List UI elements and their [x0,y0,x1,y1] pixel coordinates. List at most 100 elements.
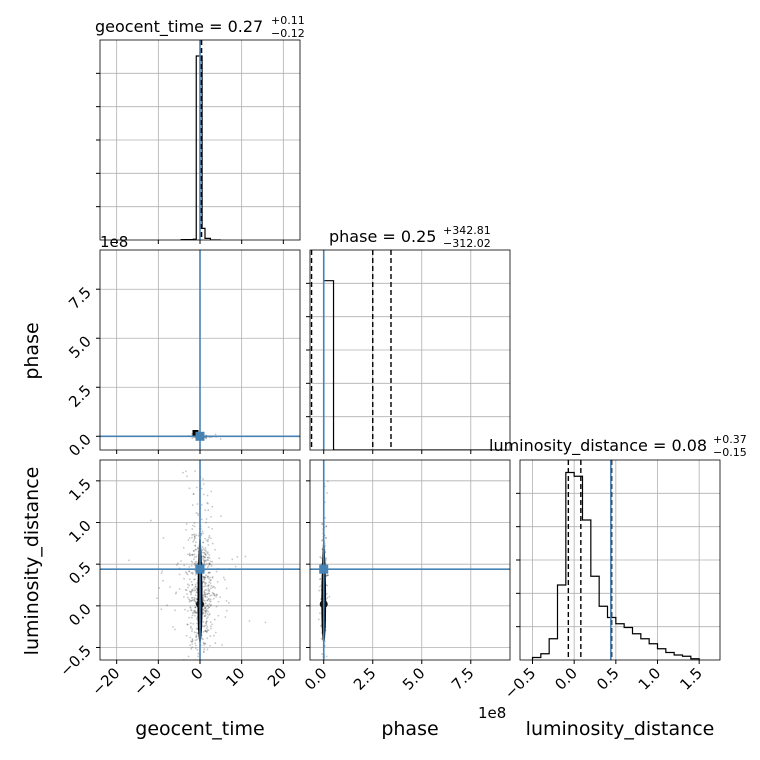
scatter-point [201,546,204,548]
x-axis-label-phase: phase [381,718,438,740]
scatter-point [197,547,199,550]
scatter-point [206,609,208,612]
scatter-point [186,583,189,586]
scatter-point [193,535,196,538]
scatter-point [195,534,198,537]
scatter-point [194,544,196,547]
scatter-point [193,535,196,537]
scatter-point [205,574,207,577]
y-tick-label: −0.5 [56,642,94,680]
scatter-point [175,564,178,566]
scatter-point [190,609,193,612]
scatter-point [191,589,193,592]
scatter-point [326,584,329,587]
scatter-point [194,541,197,544]
scatter-point [203,615,206,618]
scatter-point [202,558,205,561]
scatter-point [321,523,324,526]
scatter-point [322,688,324,690]
scatter-point [208,563,211,566]
scatter-point [191,614,194,617]
scatter-point [185,571,187,573]
scatter-point [205,665,207,667]
scatter-point [191,639,194,642]
scatter-point [208,590,211,593]
scatter-point [204,606,207,609]
scatter-point [194,594,197,597]
scatter-point [202,541,204,544]
scatter-point [214,663,216,665]
scatter-point [189,554,191,557]
scatter-point [188,578,191,581]
scatter-point [191,437,194,440]
title-phase: phase = 0.25 [329,227,436,246]
scatter-point [197,534,200,537]
scatter-point [211,576,214,578]
scatter-point [209,644,211,647]
scatter-point [202,551,205,554]
scatter-point [216,594,218,596]
scatter-point [204,585,207,588]
scatter-point [202,599,205,602]
scatter-point [182,471,184,474]
scatter-point [191,561,194,564]
panel-frame [309,459,511,661]
scatter-point [213,594,216,597]
scatter-point [190,572,193,574]
scatter-point [195,611,198,614]
scatter-point [205,562,208,565]
scatter-point [128,559,130,562]
scatter-point [193,553,196,556]
scatter-point [203,603,206,605]
scatter-point [206,625,209,628]
scatter-point [188,590,191,593]
scatter-point [195,597,198,600]
panel-phase-vs-luminosity_distance: 0.0 2.5 5.0 7.5 [301,459,511,694]
scatter-point [203,615,206,618]
scatter-point [204,591,207,594]
scatter-point [204,621,207,624]
scatter-point [208,693,210,695]
scatter-point [327,574,329,577]
scatter-point [208,554,211,556]
scatter-point [209,594,212,597]
scatter-point [328,595,331,598]
scatter-point [193,550,195,552]
scatter-point [207,559,210,562]
scatter-point [191,533,193,536]
scatter-point [196,503,199,505]
scatter-point [216,580,219,583]
scatter-point [209,600,212,603]
scatter-point [208,588,211,591]
scatter-point [222,576,225,579]
scatter-point [205,605,208,608]
scatter-point [323,668,325,670]
scatter-point [195,622,198,625]
scatter-point [186,475,188,478]
scatter-point [185,522,188,525]
scatter-point [206,585,209,587]
scatter-point [203,590,206,593]
scatter-point [202,581,205,584]
scatter-point [205,518,208,520]
scatter-point [321,539,323,542]
scatter-point [208,592,211,595]
scatter-point [218,557,221,560]
scatter-point [222,447,224,449]
scatter-point [204,596,207,598]
plot-layer: 0.0 2.5 5.0 7.5 −20 −10 0 10 20 −0.5 0.0 0.5 1.0 1.5 0… [56,39,721,703]
scatter-point [206,593,208,596]
scatter-point [194,610,196,613]
scatter-point [325,557,328,560]
scatter-point [325,525,328,528]
scatter-point [204,612,207,615]
scatter-point [204,609,207,612]
scatter-point [204,593,207,596]
scatter-point [217,614,220,617]
scatter-point [197,514,200,516]
scatter-point [327,480,329,483]
scatter-point [214,586,217,589]
scatter-point [213,618,216,621]
scatter-point [162,537,165,539]
x-tick-label: −0.5 [501,664,539,702]
